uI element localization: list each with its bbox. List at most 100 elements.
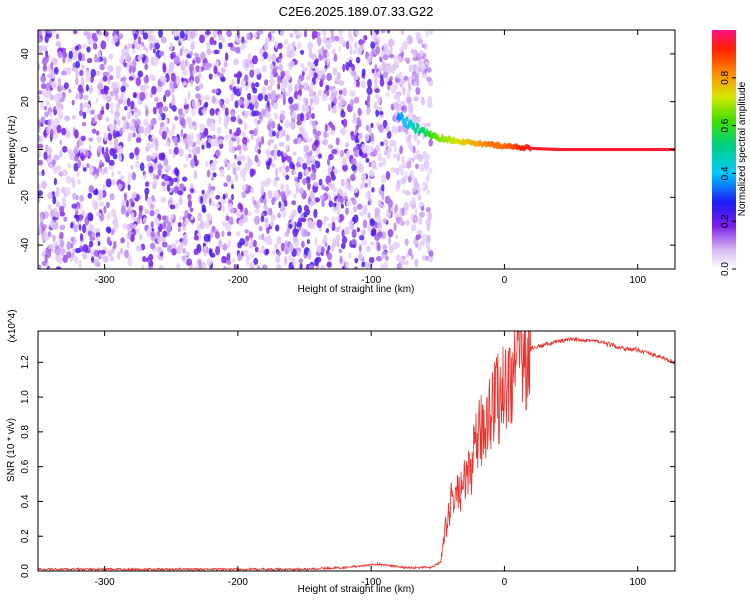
noise-cell — [226, 252, 231, 261]
noise-cell — [175, 75, 181, 86]
noise-cell — [235, 166, 241, 171]
x-tick-label: -200 — [228, 275, 248, 286]
noise-cell — [401, 162, 407, 169]
noise-cell — [137, 216, 141, 225]
noise-cell — [337, 101, 344, 107]
noise-cell — [416, 77, 420, 87]
noise-cell — [150, 221, 154, 228]
noise-cell — [278, 126, 283, 131]
noise-cell — [212, 172, 217, 178]
noise-cell — [157, 115, 162, 122]
noise-cell — [237, 160, 242, 166]
noise-cell — [236, 38, 242, 44]
signal-cell — [415, 127, 418, 133]
noise-cell — [149, 242, 156, 250]
noise-cell — [43, 129, 47, 137]
noise-cell — [227, 42, 234, 48]
noise-cell — [117, 100, 121, 108]
noise-cell — [104, 135, 108, 142]
noise-cell — [201, 108, 207, 114]
noise-cell — [410, 212, 414, 222]
noise-cell — [318, 69, 324, 76]
noise-cell — [395, 73, 401, 79]
noise-cell — [304, 131, 309, 141]
noise-cell — [338, 45, 342, 53]
noise-cell — [156, 246, 163, 254]
noise-cell — [185, 153, 189, 162]
y-tick-label: 1.0 — [20, 390, 31, 404]
noise-cell — [407, 134, 411, 142]
noise-cell — [425, 241, 430, 249]
noise-cell — [395, 167, 400, 176]
noise-cell — [217, 111, 221, 117]
noise-cell — [278, 201, 282, 209]
noise-cell — [241, 184, 247, 191]
noise-cell — [39, 214, 43, 223]
noise-cell — [335, 234, 341, 243]
noise-cell — [253, 257, 259, 265]
noise-cell — [143, 119, 149, 126]
noise-cell — [244, 58, 249, 67]
noise-cell — [363, 153, 368, 159]
noise-cell — [218, 42, 223, 50]
noise-cell — [100, 249, 106, 255]
noise-cell — [149, 42, 153, 51]
spectrogram-ylabel: Frequency (Hz) — [7, 116, 18, 185]
noise-cell — [366, 56, 372, 64]
y-tick-label: -20 — [20, 190, 31, 205]
noise-cell — [336, 207, 341, 216]
noise-cell — [274, 40, 278, 49]
noise-cell — [338, 248, 343, 254]
noise-cell — [59, 150, 63, 158]
noise-cell — [201, 144, 205, 150]
noise-cell — [282, 96, 286, 106]
noise-cell — [215, 194, 221, 200]
noise-cell — [405, 259, 409, 266]
noise-cell — [350, 173, 356, 182]
noise-cell — [44, 33, 49, 44]
noise-cell — [189, 207, 194, 213]
noise-cell — [47, 204, 52, 211]
noise-cell — [361, 239, 368, 246]
noise-cell — [120, 205, 126, 215]
noise-cell — [174, 167, 179, 174]
noise-cell — [289, 32, 294, 38]
noise-cell — [321, 246, 325, 254]
noise-cell — [246, 93, 252, 100]
noise-cell — [94, 70, 101, 76]
noise-cell — [211, 88, 216, 94]
noise-cell — [72, 181, 76, 188]
noise-cell — [89, 167, 93, 176]
noise-cell — [239, 155, 246, 161]
noise-cell — [204, 94, 211, 101]
noise-cell — [340, 178, 345, 187]
y-tick-label: 0.8 — [20, 424, 31, 438]
noise-cell — [143, 83, 150, 91]
noise-cell — [168, 148, 172, 155]
noise-cell — [189, 75, 195, 83]
noise-cell — [391, 64, 396, 71]
noise-cell — [426, 223, 431, 232]
noise-cell — [316, 31, 321, 37]
noise-cell — [163, 157, 169, 167]
noise-cell — [284, 38, 288, 46]
noise-cell — [132, 48, 136, 54]
noise-cell — [239, 86, 243, 93]
colorbar: 0.0 0.2 0.4 0.6 0.8 Normalized spectral ampl… — [712, 30, 748, 276]
noise-cell — [237, 241, 242, 249]
noise-cell — [157, 101, 164, 109]
noise-cell — [86, 108, 90, 114]
noise-cell — [395, 77, 400, 83]
noise-cell — [293, 169, 297, 176]
noise-cell — [361, 143, 366, 153]
noise-cell — [381, 204, 385, 210]
noise-cell — [260, 136, 265, 145]
noise-cell — [428, 167, 433, 174]
noise-cell — [248, 243, 253, 249]
noise-cell — [367, 262, 373, 269]
noise-cell — [353, 75, 359, 81]
noise-cell — [87, 192, 93, 199]
noise-cell — [413, 154, 417, 160]
noise-cell — [142, 256, 147, 263]
noise-cell — [120, 92, 125, 100]
